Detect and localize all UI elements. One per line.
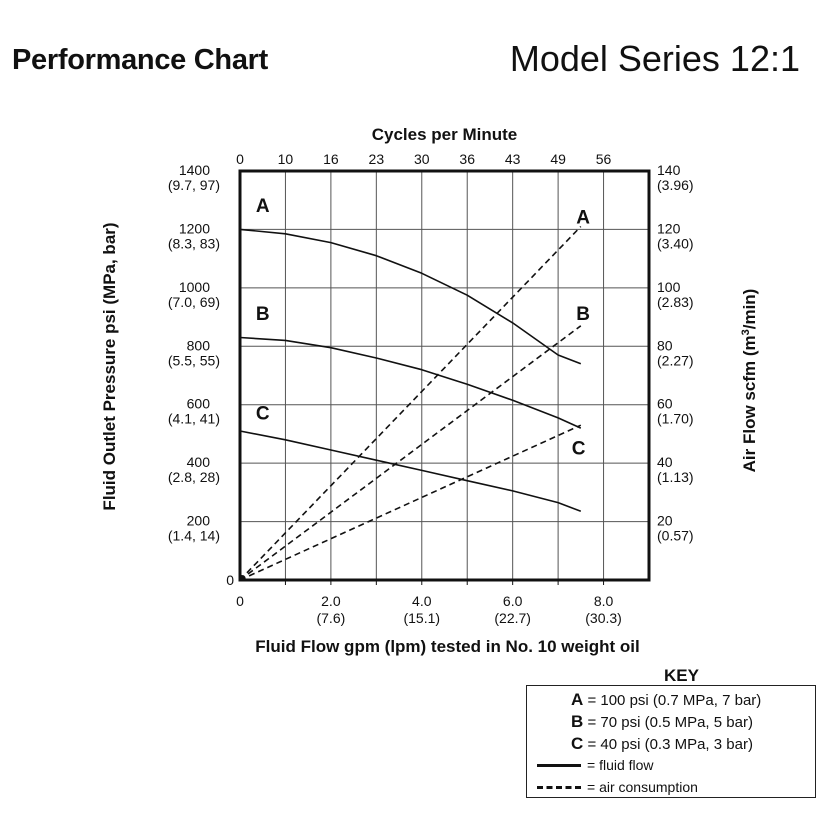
curve-label-b: B xyxy=(256,304,270,325)
x-tick-sublabel: (30.3) xyxy=(585,610,622,626)
page-title: Performance Chart xyxy=(12,44,268,76)
curve-label-c: C xyxy=(256,403,270,424)
key-item-a: A = 100 psi (0.7 MPa, 7 bar) xyxy=(571,690,761,710)
key-box: A = 100 psi (0.7 MPa, 7 bar) B = 70 psi … xyxy=(526,685,816,798)
model-series-title: Model Series 12:1 xyxy=(509,38,800,79)
fluid-flow-curve-c xyxy=(239,430,582,513)
grid xyxy=(240,171,649,580)
x-axis-title: Fluid Flow gpm (lpm) tested in No. 10 we… xyxy=(255,637,639,656)
top-tick-label: 10 xyxy=(278,151,294,167)
left-tick-label: 1400 xyxy=(179,162,210,178)
right-axis-title-sup: 3 xyxy=(740,329,752,335)
x-tick-label: 2.0 xyxy=(321,593,341,609)
key-text-c: = 40 psi (0.3 MPa, 3 bar) xyxy=(583,736,753,753)
air-consumption-legend-label: = air consumption xyxy=(587,779,698,795)
fluid-flow-curve-a xyxy=(239,228,582,365)
key-letter-b: B xyxy=(571,712,584,731)
air-consumption-line-swatch xyxy=(537,786,581,789)
right-tick-sublabel: (1.13) xyxy=(657,469,694,485)
plot-frame xyxy=(238,169,651,582)
curve-labels: A B C A B C xyxy=(256,196,590,459)
top-tick-label: 16 xyxy=(323,151,339,167)
right-tick-sublabel: (3.96) xyxy=(657,177,694,193)
x-tick-label: 4.0 xyxy=(412,593,432,609)
left-tick-sublabel: (1.4, 14) xyxy=(168,528,220,544)
key-text-a: = 100 psi (0.7 MPa, 7 bar) xyxy=(583,692,762,709)
right-tick-label: 20 xyxy=(657,513,673,529)
top-tick-label: 36 xyxy=(459,151,475,167)
air-consumption-line-b xyxy=(239,325,582,581)
key-letter-c: C xyxy=(571,734,584,753)
left-tick-label: 800 xyxy=(187,337,211,353)
key-text-b: = 70 psi (0.5 MPa, 5 bar) xyxy=(583,714,753,731)
left-axis-title: Fluid Outlet Pressure psi (MPa, bar) xyxy=(100,222,119,510)
x-tick-label: 0 xyxy=(236,593,244,609)
left-tick-sublabel: (8.3, 83) xyxy=(168,235,220,251)
curve-label-a: A xyxy=(256,196,270,217)
top-tick-label: 23 xyxy=(369,151,385,167)
left-tick-sublabel: (9.7, 97) xyxy=(168,177,220,193)
left-tick-label: 600 xyxy=(187,396,211,412)
left-tick-sublabel: (7.0, 69) xyxy=(168,294,220,310)
right-tick-label: 40 xyxy=(657,454,673,470)
top-tick-label: 43 xyxy=(505,151,521,167)
right-tick-label: 100 xyxy=(657,279,681,295)
right-tick-label: 120 xyxy=(657,220,681,236)
right-axis-title-suffix: /min) xyxy=(740,289,759,330)
x-tick-sublabel: (7.6) xyxy=(316,610,345,626)
series-layer xyxy=(239,225,582,581)
fluid-flow-curve-b xyxy=(239,336,582,429)
right-tick-label: 140 xyxy=(657,162,681,178)
top-tick-label: 56 xyxy=(596,151,612,167)
left-tick-label: 400 xyxy=(187,454,211,470)
curve-label-c: C xyxy=(572,438,586,459)
curve-label-b: B xyxy=(576,304,590,325)
air-consumption-line-a xyxy=(239,225,582,581)
key-letter-a: A xyxy=(571,690,584,709)
curve-label-a: A xyxy=(576,208,590,229)
fluid-flow-line-swatch xyxy=(537,764,581,767)
right-tick-sublabel: (0.57) xyxy=(657,528,694,544)
x-tick-sublabel: (15.1) xyxy=(403,610,440,626)
left-tick-label: 1200 xyxy=(179,220,210,236)
top-tick-label: 0 xyxy=(236,151,244,167)
top-tick-label: 30 xyxy=(414,151,430,167)
right-tick-label: 60 xyxy=(657,396,673,412)
tick-labels: 0 2.0(7.6) 4.0(15.1) 6.0(22.7) 8.0(30.3) 0 10 1… xyxy=(168,151,694,626)
x-tick-label: 6.0 xyxy=(503,593,523,609)
right-tick-sublabel: (2.27) xyxy=(657,352,694,368)
right-axis-title-prefix: Air Flow scfm (m xyxy=(740,335,759,472)
left-tick-sublabel: (2.8, 28) xyxy=(168,469,220,485)
right-tick-sublabel: (2.83) xyxy=(657,294,694,310)
left-tick-label: 200 xyxy=(187,513,211,529)
key-item-b: B = 70 psi (0.5 MPa, 5 bar) xyxy=(571,712,753,732)
right-axis-title: Air Flow scfm (m3/min) xyxy=(740,289,759,473)
x-tick-sublabel: (22.7) xyxy=(494,610,531,626)
top-axis-title: Cycles per Minute xyxy=(372,125,518,144)
left-tick-label: 0 xyxy=(226,572,234,588)
right-tick-sublabel: (1.70) xyxy=(657,411,694,427)
key-title: KEY xyxy=(664,666,699,685)
key-item-c: C = 40 psi (0.3 MPa, 3 bar) xyxy=(571,734,753,754)
air-consumption-line-c xyxy=(239,424,582,581)
fluid-flow-legend-label: = fluid flow xyxy=(587,757,654,773)
x-tick-label: 8.0 xyxy=(594,593,614,609)
left-tick-sublabel: (4.1, 41) xyxy=(168,411,220,427)
top-tick-label: 49 xyxy=(550,151,566,167)
left-tick-label: 1000 xyxy=(179,279,210,295)
right-tick-label: 80 xyxy=(657,337,673,353)
right-tick-sublabel: (3.40) xyxy=(657,235,694,251)
left-tick-sublabel: (5.5, 55) xyxy=(168,352,220,368)
